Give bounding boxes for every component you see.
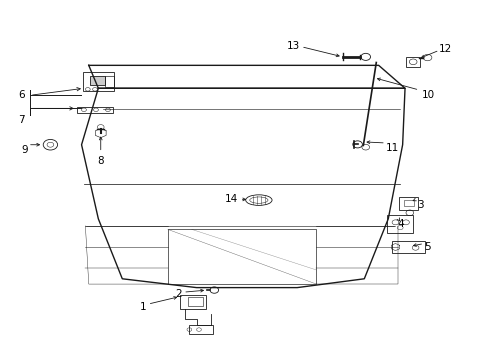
Text: 13: 13 [286, 41, 299, 51]
Text: 3: 3 [416, 200, 423, 210]
Bar [180, 294, 206, 309]
Text: 10: 10 [421, 90, 434, 100]
Bar [386, 215, 412, 233]
Bar [188, 297, 203, 306]
Bar [391, 241, 424, 253]
Text: 14: 14 [224, 194, 238, 204]
Text: 12: 12 [438, 45, 451, 54]
Bar [399, 197, 418, 210]
Text: 1: 1 [140, 302, 146, 312]
Bar [104, 76, 114, 86]
Text: 5: 5 [424, 242, 430, 252]
Text: 6: 6 [19, 90, 25, 100]
Text: 2: 2 [175, 289, 182, 298]
Bar [77, 107, 112, 113]
Bar [83, 72, 114, 91]
Text: 9: 9 [21, 145, 28, 155]
Text: 7: 7 [19, 115, 25, 125]
Bar [403, 200, 413, 207]
Text: 11: 11 [385, 143, 398, 153]
Bar [90, 76, 104, 85]
Bar [405, 57, 420, 67]
Text: 8: 8 [97, 156, 104, 166]
Bar [189, 325, 213, 334]
Text: 4: 4 [397, 219, 404, 229]
